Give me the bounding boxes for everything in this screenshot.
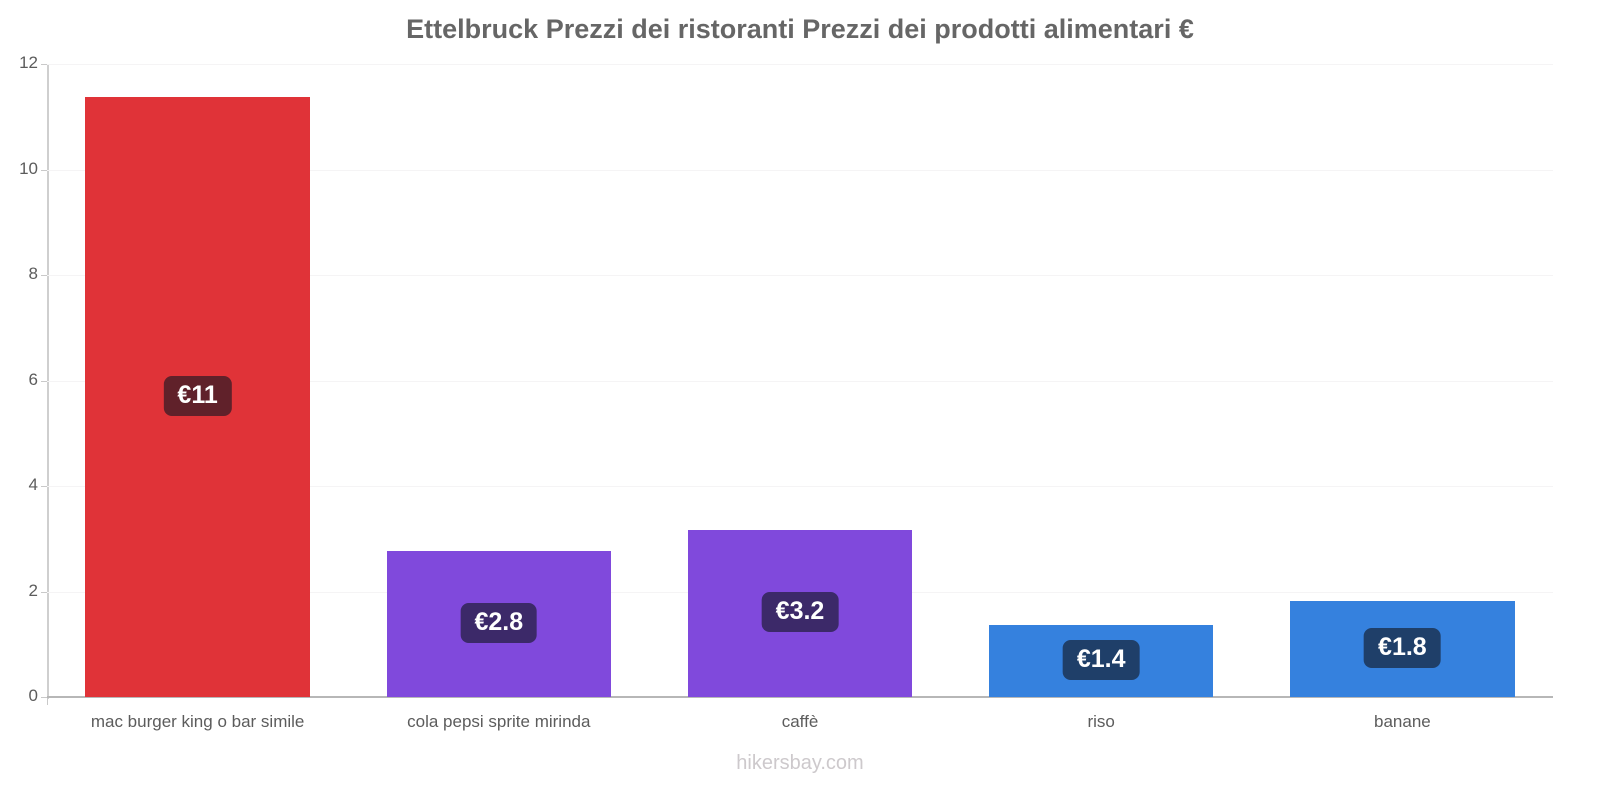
x-tick-label: riso: [1087, 712, 1115, 731]
x-tick-label: banane: [1374, 712, 1431, 731]
y-tick-mark: [41, 697, 48, 698]
x-tick-label: caffè: [781, 712, 819, 731]
bar-value-label: €11: [163, 376, 232, 417]
y-tick-label: 2: [28, 580, 38, 600]
y-tick-label: 12: [19, 53, 38, 72]
y-tick-label: 6: [28, 369, 38, 389]
x-tick-label: mac burger king o bar simile: [90, 712, 305, 731]
plot-area: €11 €2.8 €3.2 €1.4 €1.8: [47, 64, 1553, 698]
y-tick-mark: [41, 275, 48, 276]
bar-value-label: €1.4: [1062, 639, 1140, 680]
y-tick-label: 4: [28, 475, 38, 494]
bar-value-label: €1.8: [1364, 627, 1441, 668]
gridline: [47, 275, 1553, 276]
y-axis-line: [47, 64, 49, 699]
bar-value-label: €3.2: [761, 592, 839, 633]
chart-title: Ettelbruck Prezzi dei ristoranti Prezzi …: [406, 14, 1194, 44]
gridline: [47, 380, 1553, 382]
y-tick-label: 10: [19, 158, 38, 178]
y-tick-mark: [41, 380, 48, 382]
y-tick-mark: [41, 486, 48, 487]
gridline: [47, 696, 1553, 698]
gridline: [47, 486, 1553, 487]
y-tick-mark: [41, 64, 48, 65]
gridline: [47, 169, 1553, 171]
gridline: [47, 64, 1553, 65]
footer-credit: hikersbay.com: [736, 752, 864, 774]
y-tick-mark: [41, 591, 48, 593]
x-tick-label: cola pepsi sprite mirinda: [407, 712, 591, 731]
bar-value-label: €2.8: [460, 602, 538, 643]
y-tick-label: 0: [28, 686, 38, 705]
y-tick-label: 8: [28, 264, 38, 283]
x-tick-mark: [47, 698, 48, 705]
y-tick-mark: [41, 169, 48, 171]
